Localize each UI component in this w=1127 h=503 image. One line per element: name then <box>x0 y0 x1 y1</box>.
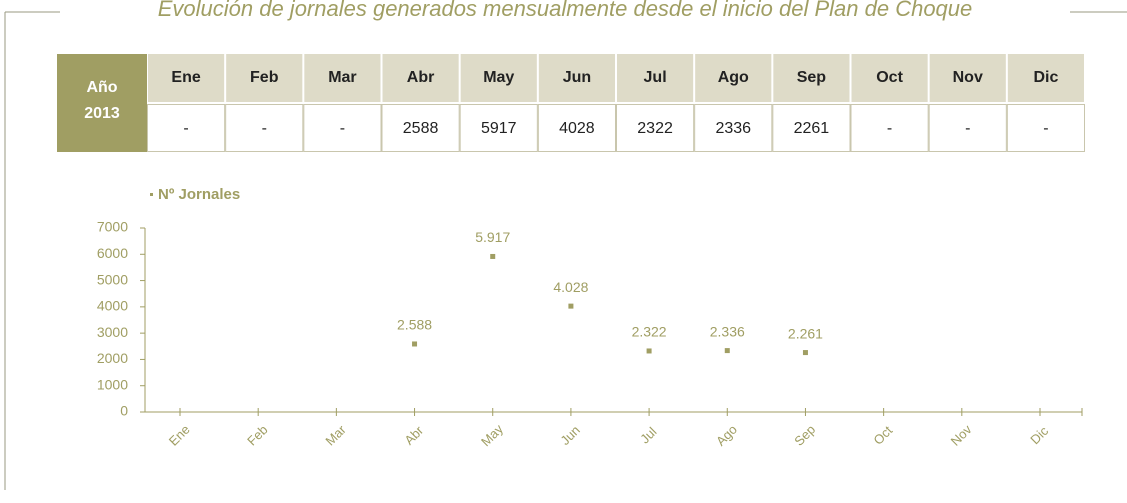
x-tick-label: Jul <box>637 424 659 446</box>
header-cell <box>773 54 850 102</box>
value-cell <box>694 104 773 152</box>
value-label: 5917 <box>481 120 517 137</box>
header-cell <box>460 54 537 102</box>
point <box>412 341 418 347</box>
header-cell <box>304 54 381 102</box>
value-cell <box>850 104 929 152</box>
x-tick-label: Dic <box>1027 423 1051 447</box>
header-cell <box>695 54 772 102</box>
header-cell <box>148 54 225 102</box>
value-cell <box>772 104 851 152</box>
value-cell <box>1006 104 1085 152</box>
header-label: Feb <box>250 69 279 86</box>
header-label: Oct <box>876 69 903 86</box>
value-cell <box>537 104 616 152</box>
value-label: 2261 <box>794 120 830 137</box>
x-tick-label: Nov <box>948 421 975 448</box>
x-tick-label: Abr <box>401 422 426 447</box>
y-tick-label: 1000 <box>97 376 128 392</box>
header-label: Abr <box>407 69 435 86</box>
y-tick-label: 0 <box>120 403 128 419</box>
point <box>724 348 730 354</box>
corner-cell <box>57 54 147 152</box>
header-label: Ene <box>171 69 200 86</box>
header-cell <box>538 54 615 102</box>
corner-label: 2013 <box>84 105 120 122</box>
x-tick-label: Jun <box>557 423 582 448</box>
x-tick-label: Sep <box>791 422 818 449</box>
y-tick-label: 5000 <box>97 271 128 287</box>
header-label: Sep <box>797 69 827 86</box>
value-label: 2322 <box>637 120 673 137</box>
header-label: Nov <box>953 69 983 86</box>
legend-label: Nº Jornales <box>158 186 240 203</box>
value-cell <box>616 104 695 152</box>
header-cell <box>851 54 928 102</box>
x-tick-label: Mar <box>322 422 349 449</box>
header-label: Dic <box>1033 69 1058 86</box>
x-tick-label: Ago <box>713 422 740 449</box>
value-label: - <box>262 120 267 137</box>
header-cell <box>929 54 1006 102</box>
value-cell <box>459 104 538 152</box>
value-cell <box>225 104 304 152</box>
value-label: - <box>887 120 892 137</box>
legend-marker <box>150 193 153 196</box>
value-label: - <box>1043 120 1048 137</box>
value-cell <box>381 104 460 152</box>
header-label: Jun <box>563 69 591 86</box>
y-tick-label: 6000 <box>97 245 128 261</box>
y-tick-label: 2000 <box>97 350 128 366</box>
header-label: Ago <box>718 69 749 86</box>
point <box>802 350 808 356</box>
value-label: 2.261 <box>788 325 823 341</box>
point <box>490 253 496 259</box>
x-tick-label: Oct <box>870 423 895 448</box>
y-tick-label: 4000 <box>97 298 128 314</box>
y-tick-label: 7000 <box>97 219 128 235</box>
value-label: 2.336 <box>710 323 745 339</box>
value-label: 2.322 <box>632 324 667 340</box>
value-label: 4028 <box>559 120 595 137</box>
value-label: - <box>965 120 970 137</box>
title: Evolución de jornales generados mensualm… <box>158 0 973 21</box>
corner-label: Año <box>86 79 117 96</box>
header-cell <box>382 54 459 102</box>
x-tick-label: May <box>478 421 506 449</box>
value-cell <box>147 104 226 152</box>
point <box>646 348 652 354</box>
header-cell <box>226 54 303 102</box>
value-label: - <box>340 120 345 137</box>
y-tick-label: 3000 <box>97 324 128 340</box>
header-cell <box>1007 54 1084 102</box>
value-label: - <box>183 120 188 137</box>
header-label: Jul <box>644 69 667 86</box>
value-label: 2.588 <box>397 317 432 333</box>
x-tick-label: Feb <box>244 422 270 448</box>
value-cell <box>928 104 1007 152</box>
point <box>568 303 574 309</box>
value-label: 5.917 <box>475 229 510 245</box>
header-cell <box>617 54 694 102</box>
value-label: 2336 <box>715 120 751 137</box>
header-label: Mar <box>328 69 356 86</box>
x-tick-label: Ene <box>166 422 193 449</box>
value-label: 2588 <box>403 120 439 137</box>
value-label: 4.028 <box>553 279 588 295</box>
value-cell <box>303 104 382 152</box>
header-label: May <box>483 69 514 86</box>
